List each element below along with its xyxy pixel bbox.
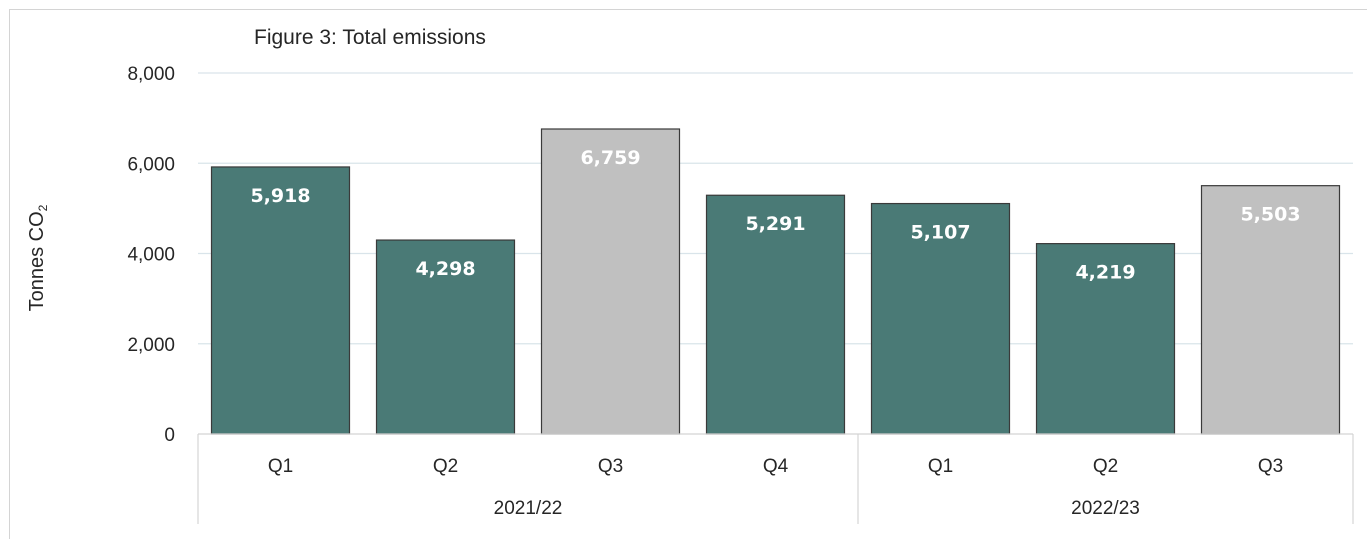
bar: [540, 128, 681, 435]
y-tick-label: 0: [164, 425, 175, 446]
x-group-label: 2021/22: [494, 498, 563, 519]
x-tick-label: Q1: [268, 456, 293, 477]
x-tick-label: Q2: [1093, 456, 1118, 477]
x-tick-label: Q1: [928, 456, 953, 477]
data-label: 6,759: [580, 147, 640, 169]
data-label: 5,107: [910, 222, 970, 244]
bars: 5,918 4,298 6,759 5,291 5,107 4,219 5,503: [210, 128, 1341, 435]
y-tick-label: 6,000: [127, 154, 175, 175]
chart-title: Figure 3: Total emissions: [254, 26, 486, 49]
x-tick-label: Q3: [598, 456, 623, 477]
bar: [210, 166, 351, 435]
data-label: 5,918: [250, 185, 310, 207]
x-tick-label: Q3: [1258, 456, 1283, 477]
y-tick-label: 8,000: [127, 64, 175, 85]
data-label: 5,503: [1240, 204, 1300, 226]
axes: 0 2,000 4,000 6,000 8,000 Q1 Q2 Q3 Q4 Q1 Q2 Q3 2021/…: [127, 64, 1354, 524]
y-tick-label: 2,000: [127, 335, 175, 356]
data-label: 4,219: [1075, 262, 1135, 284]
x-tick-label: Q2: [433, 456, 458, 477]
x-group-label: 2022/23: [1071, 498, 1140, 519]
y-tick-label: 4,000: [127, 245, 175, 266]
bar: [705, 194, 846, 435]
y-axis-label: Tonnes CO2: [26, 204, 50, 311]
y-axis-label-text: Tonnes CO: [26, 211, 48, 311]
data-label: 5,291: [745, 213, 805, 235]
bar: [375, 239, 516, 435]
data-label: 4,298: [415, 258, 475, 280]
x-tick-label: Q4: [763, 456, 789, 477]
chart-frame: [9, 9, 1367, 539]
y-axis-label-subscript: 2: [36, 204, 50, 211]
